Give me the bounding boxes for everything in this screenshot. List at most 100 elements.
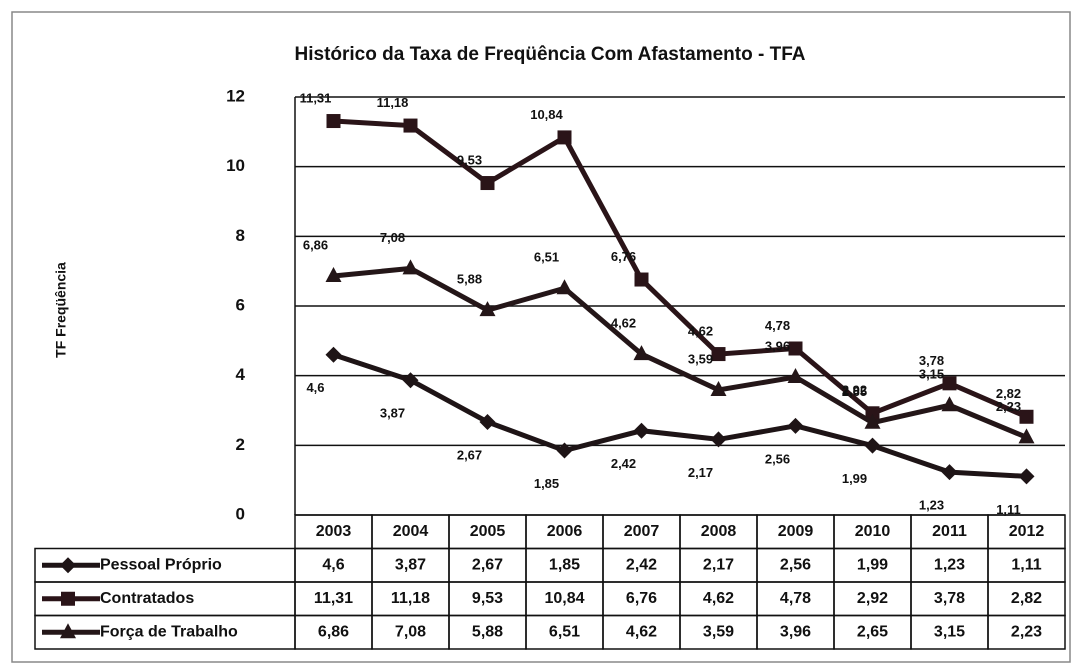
table-value: 11,18 — [391, 590, 430, 607]
data-label: 2,65 — [842, 384, 867, 399]
x-tick-label: 2004 — [393, 523, 429, 540]
data-label: 1,85 — [534, 476, 559, 491]
data-label: 2,17 — [688, 465, 713, 480]
chart-border — [11, 11, 1071, 663]
data-label: 2,67 — [457, 447, 482, 462]
table-value: 2,56 — [780, 556, 811, 573]
marker — [556, 442, 573, 459]
marker — [941, 396, 958, 412]
data-label: 3,78 — [919, 353, 944, 368]
x-tick-label: 2010 — [855, 523, 891, 540]
marker — [60, 623, 76, 639]
marker — [633, 422, 650, 439]
data-label: 2,42 — [611, 456, 636, 471]
marker — [402, 259, 419, 275]
data-label: 6,51 — [534, 250, 559, 265]
marker — [60, 557, 76, 574]
chart-title: Histórico da Taxa de Freqüência Com Afas… — [295, 44, 806, 65]
table-value: 5,88 — [472, 623, 503, 640]
data-label: 1,23 — [919, 498, 944, 513]
marker — [403, 118, 418, 133]
data-label: 3,87 — [380, 406, 405, 421]
x-tick-label: 2005 — [470, 523, 506, 540]
table-value: 4,78 — [780, 590, 811, 607]
marker — [479, 413, 496, 430]
table-value: 2,17 — [703, 556, 734, 573]
data-label: 1,11 — [996, 502, 1021, 517]
marker — [402, 372, 419, 389]
series-line — [333, 118, 1028, 420]
marker — [634, 272, 649, 287]
marker — [325, 346, 342, 363]
marker — [787, 368, 804, 384]
table-value: 1,99 — [857, 556, 888, 573]
series-line — [332, 352, 1027, 479]
x-tick-label: 2007 — [624, 523, 660, 540]
data-label: 2,56 — [765, 451, 790, 466]
data-label: 4,6 — [306, 380, 324, 395]
marker — [710, 380, 727, 396]
y-tick-label: 6 — [236, 295, 245, 314]
x-tick-label: 2003 — [316, 523, 352, 540]
marker — [787, 417, 804, 434]
table-value: 1,23 — [934, 556, 965, 573]
marker — [942, 376, 957, 391]
x-tick-label: 2009 — [778, 523, 814, 540]
y-tick-label: 2 — [236, 435, 245, 454]
marker — [788, 341, 803, 356]
y-tick-label: 12 — [226, 86, 245, 105]
data-label: 11,18 — [377, 95, 409, 110]
data-label: 2,23 — [996, 399, 1021, 414]
data-label: 11,31 — [300, 90, 332, 105]
marker — [557, 130, 572, 145]
y-axis-label: TF Freqüência — [53, 262, 69, 358]
table-value: 1,11 — [1011, 556, 1041, 573]
table-value: 1,85 — [549, 556, 580, 573]
table-value: 11,31 — [314, 590, 353, 607]
table-value: 2,23 — [1011, 623, 1042, 640]
data-label: 9,53 — [457, 152, 482, 167]
y-tick-label: 4 — [236, 365, 246, 384]
data-label: 4,62 — [688, 324, 713, 339]
marker — [710, 431, 727, 448]
table-value: 3,59 — [703, 623, 734, 640]
x-tick-label: 2012 — [1009, 523, 1045, 540]
marker — [556, 279, 573, 295]
y-tick-label: 0 — [236, 504, 245, 523]
data-label: 5,88 — [457, 272, 482, 287]
table-value: 2,65 — [857, 623, 888, 640]
series-line — [333, 265, 1028, 440]
table-value: 3,87 — [395, 556, 426, 573]
data-label: 6,76 — [611, 249, 636, 264]
marker — [864, 437, 881, 454]
data-label: 4,62 — [611, 316, 636, 331]
data-label: 10,84 — [530, 107, 563, 122]
marker — [633, 345, 650, 361]
marker — [480, 176, 495, 191]
marker — [711, 347, 726, 362]
y-tick-label: 10 — [226, 156, 245, 175]
legend-label: Contratados — [100, 590, 194, 607]
table-value: 4,62 — [703, 590, 734, 607]
table-value: 2,42 — [626, 556, 657, 573]
table-value: 6,51 — [549, 623, 580, 640]
table-value: 4,62 — [626, 623, 657, 640]
table-value: 6,86 — [318, 623, 349, 640]
table-value: 3,15 — [934, 623, 965, 640]
data-label: 7,08 — [380, 230, 405, 245]
marker — [479, 301, 496, 317]
marker — [1018, 428, 1035, 444]
x-tick-label: 2008 — [701, 523, 737, 540]
table-value: 4,6 — [322, 556, 344, 573]
data-label: 6,86 — [303, 237, 328, 252]
x-tick-label: 2011 — [932, 523, 967, 540]
marker — [941, 464, 958, 481]
data-label: 2,82 — [996, 386, 1021, 401]
table-value: 10,84 — [544, 590, 584, 607]
marker — [325, 267, 342, 283]
data-label: 2,92 — [842, 383, 867, 398]
table-value: 2,67 — [472, 556, 503, 573]
marker — [1018, 468, 1035, 485]
table-cell — [987, 614, 1066, 650]
